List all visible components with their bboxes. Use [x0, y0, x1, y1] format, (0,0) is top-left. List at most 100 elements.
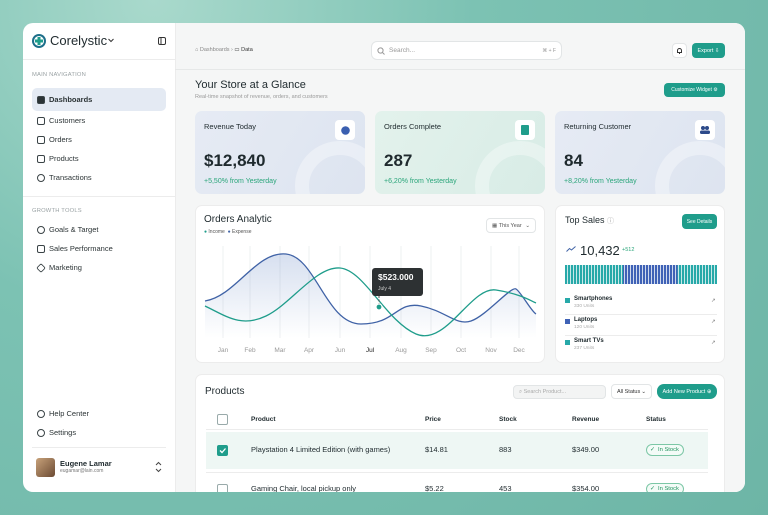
nav-item[interactable]: Goals & Target — [49, 225, 99, 234]
card-label: Orders Complete — [384, 122, 442, 131]
export-button[interactable]: Export ⇩ — [692, 43, 725, 58]
breadcrumb-item[interactable]: ▭ Data — [234, 47, 253, 53]
month-label: Nov — [485, 347, 497, 354]
page-title: Your Store at a Glance — [195, 79, 306, 91]
see-details-button[interactable]: See Details — [682, 214, 717, 229]
item-units: 237 Units — [574, 346, 595, 351]
info-icon: ⓘ — [607, 218, 615, 225]
nav-item[interactable]: Settings — [49, 428, 77, 437]
chevron: ⌄ — [641, 388, 646, 395]
brand-chevron[interactable] — [108, 38, 114, 43]
chevron: ⌄ — [525, 222, 530, 229]
month-label: Dec — [513, 347, 525, 354]
month-label: Jul — [366, 347, 375, 354]
nav-icon — [37, 117, 45, 125]
card-label: Returning Customer — [564, 122, 632, 131]
nav-icon — [37, 410, 45, 418]
column-header[interactable]: Price — [425, 416, 441, 423]
check-icon — [219, 448, 226, 454]
item-name: Smartphones — [574, 296, 613, 302]
divider — [565, 335, 717, 336]
user-menu[interactable] — [155, 461, 162, 473]
avatar — [36, 458, 55, 477]
search-shortcut: ⌘ + F — [542, 47, 556, 54]
selected-row[interactable] — [206, 432, 708, 469]
card-decoration — [295, 141, 365, 194]
add-product-button[interactable]: Add New Product ⊕ — [657, 384, 717, 399]
sales-total: 10,432 — [580, 243, 620, 258]
nav-item[interactable]: Customers — [49, 116, 86, 125]
nav-item[interactable]: Dashboards — [49, 95, 93, 104]
nav-icon — [37, 429, 45, 437]
card-icon — [695, 120, 715, 140]
card-icon — [335, 120, 355, 140]
select-all-checkbox[interactable] — [217, 414, 228, 425]
row-checkbox[interactable] — [217, 445, 228, 456]
nav-icon — [37, 174, 45, 182]
link-icon[interactable]: ↗ — [711, 340, 716, 346]
expense-area — [205, 253, 536, 338]
month-label: Mar — [274, 347, 286, 354]
status-filter[interactable]: All Status ⌄ — [611, 384, 652, 399]
app-window: Corelystic MAIN NAVIGATION Dashboards Cu… — [23, 23, 745, 492]
nav-icon — [37, 96, 45, 104]
column-header[interactable]: Stock — [499, 416, 517, 423]
nav-item[interactable]: Marketing — [49, 263, 82, 272]
nav-item[interactable]: Help Center — [49, 409, 90, 418]
cell: $5.22 — [425, 484, 444, 492]
nav-icon — [37, 245, 45, 253]
status-badge: ✓ In Stock — [646, 444, 684, 456]
expense-line — [204, 253, 537, 325]
tooltip-date: July 4 — [378, 286, 391, 292]
bell-icon — [677, 48, 682, 54]
month-label: Aug — [395, 347, 407, 354]
divider — [23, 196, 175, 197]
link-icon[interactable]: ↗ — [711, 319, 716, 325]
card-decoration — [475, 141, 545, 194]
collapse-toggle[interactable] — [158, 37, 166, 45]
nav-item[interactable]: Products — [49, 154, 79, 163]
badge-text: In Stock — [658, 486, 679, 492]
column-header[interactable]: Product — [251, 416, 276, 423]
nav-item[interactable]: Transactions — [49, 173, 92, 182]
section-title: MAIN NAVIGATION — [32, 72, 86, 78]
row-checkbox[interactable] — [217, 484, 228, 492]
active-nav-bg — [32, 88, 166, 111]
breadcrumb[interactable]: ⌂ Dashboards › ▭ Data — [195, 47, 253, 53]
column-header[interactable]: Status — [646, 416, 666, 423]
item-color — [565, 319, 570, 324]
badge-icon: ✓ — [650, 447, 655, 453]
nav-icon — [37, 155, 45, 163]
card-title: Top Sales ⓘ — [565, 215, 614, 226]
notification-button[interactable] — [672, 43, 687, 58]
highlight-point[interactable] — [375, 303, 383, 311]
period-select[interactable]: ▦ This Year ⌄ — [486, 218, 536, 233]
month-label: Feb — [244, 347, 256, 354]
stat-card: Returning Customer 84 +8,20% from Yester… — [555, 111, 725, 194]
cell: $14.81 — [425, 445, 448, 454]
item-units: 120 Units — [574, 325, 595, 330]
user-name: Eugene Lamar — [60, 459, 112, 468]
product-search[interactable]: ⌕ Search Product... — [513, 385, 606, 399]
nav-icon — [37, 136, 45, 144]
month-label: Apr — [304, 347, 315, 354]
export-label: Export — [697, 47, 714, 54]
tooltip-value: $523.000 — [378, 272, 414, 282]
month-label: Oct — [456, 347, 466, 354]
link-icon[interactable]: ↗ — [711, 298, 716, 304]
user-email: eugamar@lain.com — [60, 468, 104, 474]
add-label: Add New Product — [662, 388, 706, 395]
card-change: +8,20% from Yesterday — [564, 178, 637, 185]
period-label: This Year — [498, 222, 522, 229]
search-icon — [377, 46, 385, 55]
legend-dot: ● — [227, 229, 231, 235]
customize-button[interactable]: Customize Widget ⚙ — [664, 83, 725, 97]
card-icon — [515, 120, 535, 140]
breadcrumb-item[interactable]: Dashboards — [199, 47, 230, 53]
search-box[interactable]: Search... ⌘ + F — [371, 41, 562, 60]
icon — [340, 125, 350, 135]
nav-item[interactable]: Orders — [49, 135, 72, 144]
divider — [565, 314, 717, 315]
nav-item[interactable]: Sales Performance — [49, 244, 113, 253]
column-header[interactable]: Revenue — [572, 416, 600, 423]
